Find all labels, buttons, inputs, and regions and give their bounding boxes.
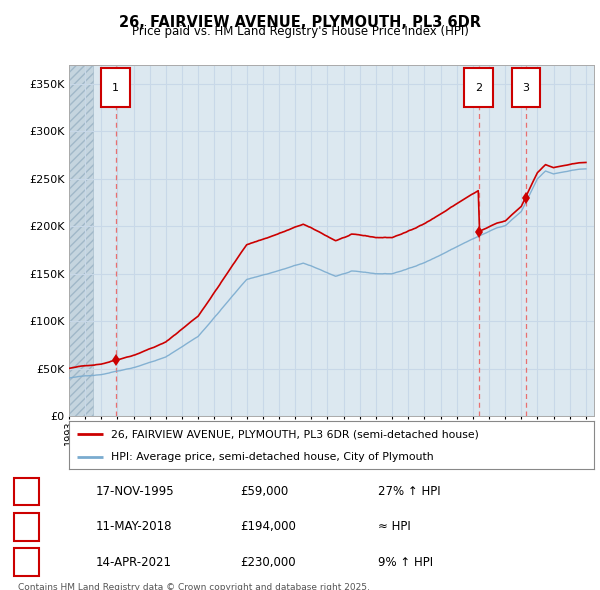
Text: 11-MAY-2018: 11-MAY-2018 xyxy=(96,520,173,533)
Text: 26, FAIRVIEW AVENUE, PLYMOUTH, PL3 6DR (semi-detached house): 26, FAIRVIEW AVENUE, PLYMOUTH, PL3 6DR (… xyxy=(111,429,479,439)
Text: ≈ HPI: ≈ HPI xyxy=(378,520,411,533)
Text: Price paid vs. HM Land Registry's House Price Index (HPI): Price paid vs. HM Land Registry's House … xyxy=(131,25,469,38)
FancyBboxPatch shape xyxy=(464,68,493,107)
Text: 14-APR-2021: 14-APR-2021 xyxy=(96,556,172,569)
Text: £230,000: £230,000 xyxy=(240,556,296,569)
Text: 2: 2 xyxy=(475,83,482,93)
Text: 3: 3 xyxy=(24,556,31,569)
FancyBboxPatch shape xyxy=(101,68,130,107)
Text: HPI: Average price, semi-detached house, City of Plymouth: HPI: Average price, semi-detached house,… xyxy=(111,452,434,462)
Text: 26, FAIRVIEW AVENUE, PLYMOUTH, PL3 6DR: 26, FAIRVIEW AVENUE, PLYMOUTH, PL3 6DR xyxy=(119,15,481,30)
FancyBboxPatch shape xyxy=(512,68,540,107)
Bar xyxy=(69,65,93,416)
Text: Contains HM Land Registry data © Crown copyright and database right 2025.
This d: Contains HM Land Registry data © Crown c… xyxy=(18,583,370,590)
Text: 1: 1 xyxy=(24,485,31,498)
Text: 9% ↑ HPI: 9% ↑ HPI xyxy=(378,556,433,569)
Text: 3: 3 xyxy=(523,83,529,93)
Text: £59,000: £59,000 xyxy=(240,485,288,498)
Text: 2: 2 xyxy=(24,520,31,533)
Text: 17-NOV-1995: 17-NOV-1995 xyxy=(96,485,175,498)
Text: £194,000: £194,000 xyxy=(240,520,296,533)
Text: 1: 1 xyxy=(112,83,119,93)
Text: 27% ↑ HPI: 27% ↑ HPI xyxy=(378,485,440,498)
